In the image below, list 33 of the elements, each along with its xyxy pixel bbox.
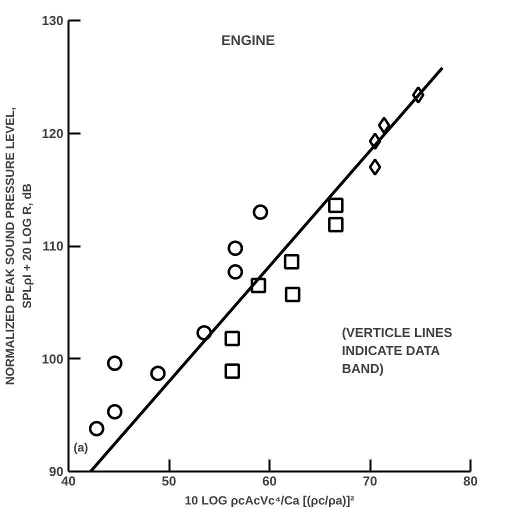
point [378,116,390,134]
y-axis-title: NORMALIZED PEAK SOUND PRESSURE LEVEL, SPLρI + 20 LOG R, dB [3,106,34,386]
point [252,204,268,220]
x-tick-label: 80 [463,474,478,488]
point [106,404,122,420]
y-tick-label: 100 [42,351,64,366]
annotation: (a) [74,440,88,455]
point [412,86,424,104]
x-tick-label: 60 [262,474,277,488]
point [88,420,104,436]
point [150,366,166,382]
x-tick-label: 70 [362,474,378,488]
point [250,278,266,294]
point [284,286,300,302]
x-axis-title: 10 LOG ρcAcVc⁴/Ca [(ρc/ρa)]² [184,494,354,508]
y-tick-label: 110 [42,238,64,254]
y-tick-label: 90 [49,464,64,479]
point [368,132,382,150]
point [328,198,344,214]
point [228,240,244,256]
point [328,216,344,232]
point [284,254,300,270]
annotation: ENGINE [221,32,275,48]
y-tick-label: 120 [42,126,64,141]
point [368,158,382,176]
annotation: (VERTICLE LINES INDICATE DATA BAND) [342,324,453,376]
point [196,325,212,341]
point [224,330,240,346]
x-tick-label: 50 [162,474,176,488]
point [228,264,244,280]
point [224,363,240,379]
y-tick-label: 130 [42,13,64,28]
point [106,356,122,371]
